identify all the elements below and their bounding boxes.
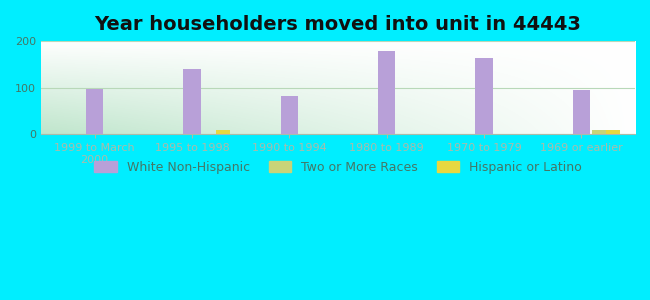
Bar xyxy=(281,96,298,134)
Bar xyxy=(183,69,201,134)
Bar xyxy=(216,130,231,134)
Bar xyxy=(573,90,590,134)
Legend: White Non-Hispanic, Two or More Races, Hispanic or Latino: White Non-Hispanic, Two or More Races, H… xyxy=(89,156,587,179)
Bar xyxy=(475,58,493,134)
Bar xyxy=(592,130,606,134)
Bar xyxy=(606,130,620,134)
Title: Year householders moved into unit in 44443: Year householders moved into unit in 444… xyxy=(94,15,582,34)
Bar xyxy=(86,89,103,134)
Bar xyxy=(378,51,395,134)
